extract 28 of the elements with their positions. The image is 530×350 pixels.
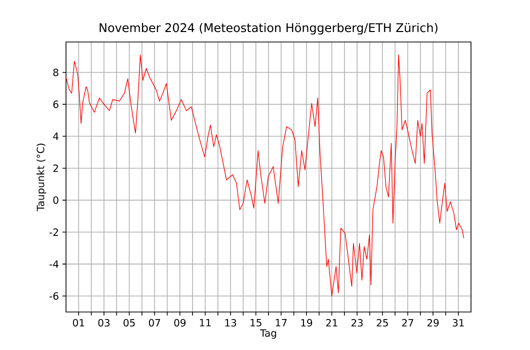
- x-tick-label: 03: [98, 319, 110, 327]
- y-axis-title: Taupunkt (°C): [36, 144, 46, 212]
- y-tick-label: -6: [50, 292, 58, 300]
- y-tick-label: -2: [50, 228, 58, 236]
- x-tick-label: 13: [225, 319, 236, 327]
- y-tick-label: 8: [53, 68, 58, 76]
- x-tick-label: 25: [376, 319, 388, 327]
- y-tick-label: -4: [50, 260, 58, 268]
- x-tick-label: 21: [326, 319, 338, 326]
- x-tick-label: 17: [276, 319, 287, 326]
- x-tick-label: 31: [452, 319, 464, 327]
- y-tick-label: 6: [53, 100, 58, 108]
- y-tick-label: 4: [53, 132, 58, 140]
- x-tick-label: 09: [174, 319, 186, 327]
- x-tick-label: 23: [351, 319, 363, 327]
- x-tick-label: 19: [301, 319, 312, 327]
- chart-title: November 2024 (Meteostation Hönggerberg/ETH Zürich): [100, 22, 438, 35]
- x-tick-label: 07: [148, 319, 160, 327]
- x-tick-label: 05: [124, 319, 135, 327]
- x-tick-label: 11: [200, 319, 211, 326]
- line-series: [66, 54, 464, 296]
- y-tick-label: 2: [53, 164, 58, 172]
- y-tick-label: 0: [53, 196, 58, 204]
- x-tick-label: 29: [427, 319, 439, 327]
- x-tick-label: 27: [402, 319, 414, 326]
- x-tick-label: 01: [72, 319, 84, 327]
- x-axis-title: Tag: [260, 329, 276, 339]
- x-tick-label: 15: [250, 319, 262, 326]
